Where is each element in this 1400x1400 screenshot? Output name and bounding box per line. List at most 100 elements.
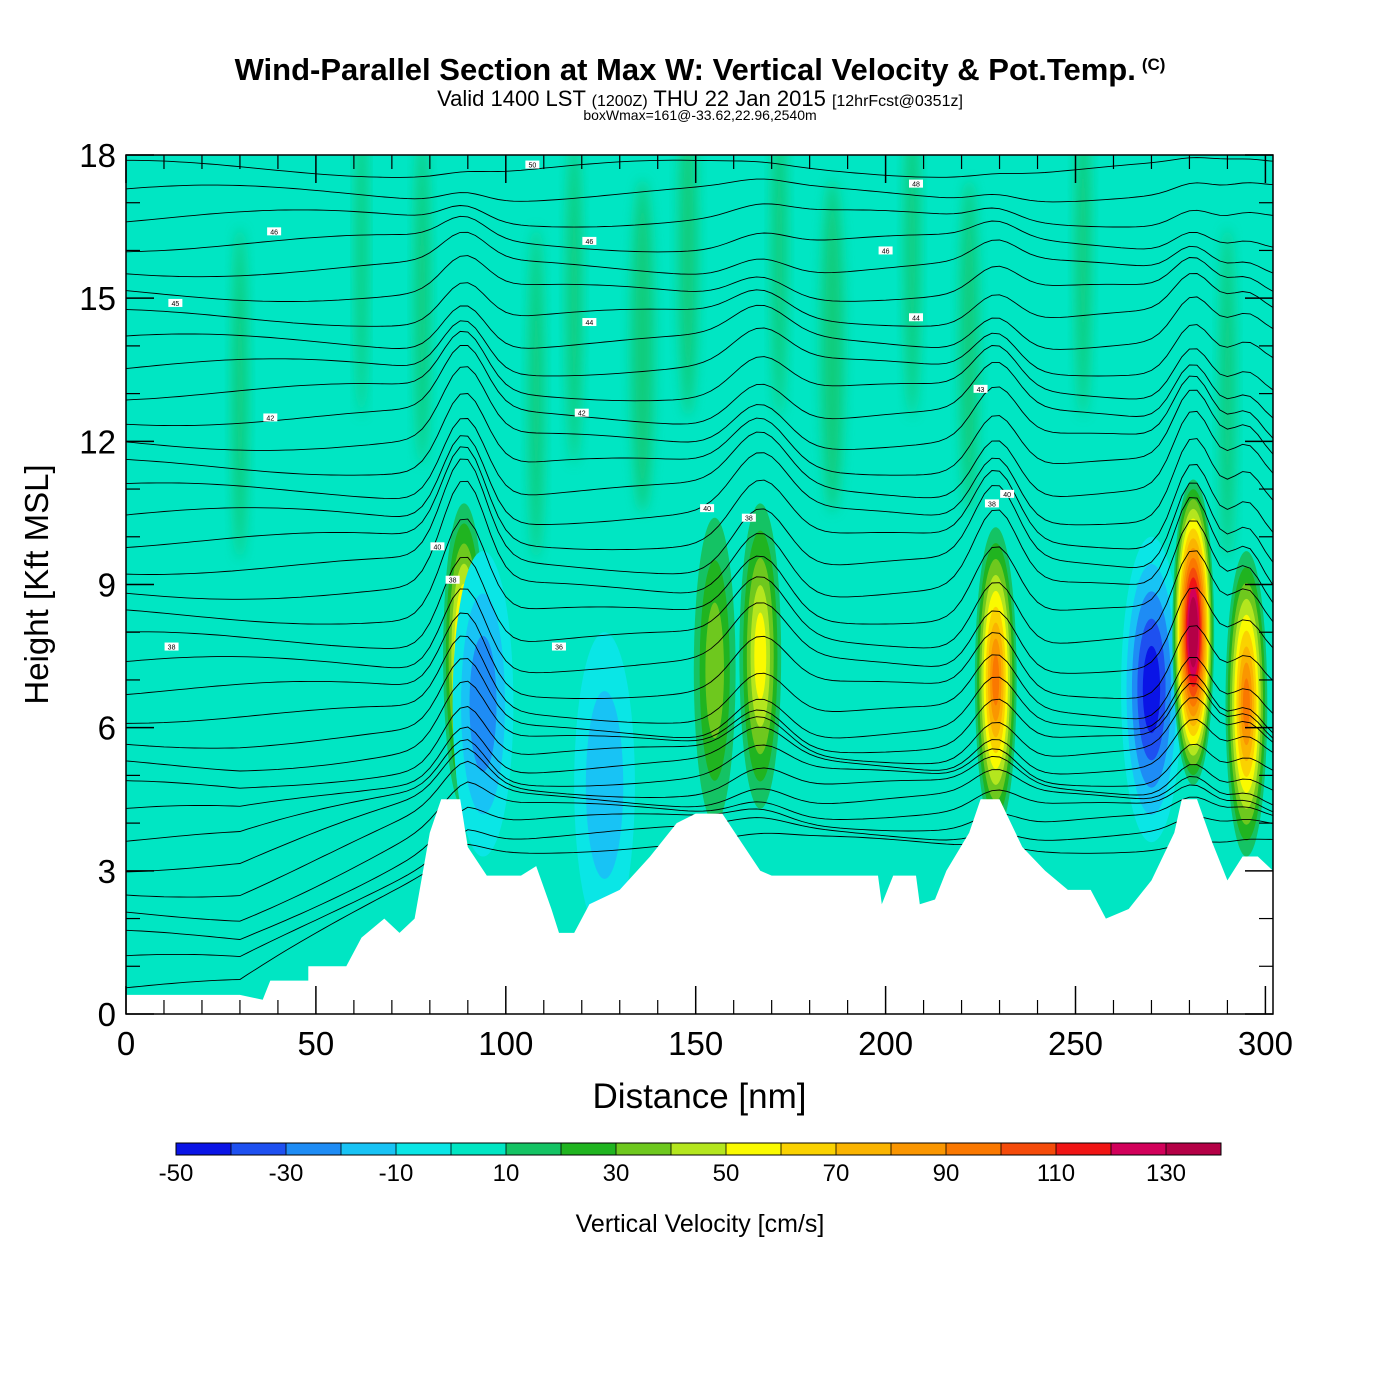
isentrope-label: 44 [585,320,593,327]
isentrope-line [126,344,1273,427]
isentrope-label: 38 [449,578,457,585]
isentrope-label: 50 [528,163,536,170]
isentrope-line [126,296,1273,350]
isentrope-line [126,550,1273,649]
w-anomaly-contour [754,612,767,700]
isentrope-label-bg [741,513,756,522]
isentrope-label: 40 [703,506,711,513]
isentrope-label-bg [445,575,460,584]
isentrope-label-bg [168,298,183,307]
colorbar-label: Vertical Velocity [cm/s] [576,1210,825,1238]
colorbar-swatch [616,1143,672,1155]
isentrope-line [126,320,1273,377]
colorbar-tick-label: 130 [1146,1160,1186,1187]
box-wmax-text: boxWmax=161@-33.62,22.96,2540m [583,107,817,123]
isentrope-label-bg [525,160,540,169]
isentrope-line [126,658,1273,749]
isentrope-label: 38 [745,516,753,523]
colorbar-tick-label: 10 [493,1160,520,1187]
isentrope-label: 46 [585,239,593,246]
colorbar-swatch [506,1143,562,1155]
isentrope-label: 48 [912,182,920,189]
w-streak [771,155,787,418]
colorbar-swatch [1001,1143,1057,1155]
x-axis-label: Distance [nm] [593,1077,807,1116]
colorbar-frame [175,1142,1222,1156]
isentrope-line [126,255,1273,302]
colorbar-tick-label: -50 [159,1160,194,1187]
x-tick-label: 50 [298,1025,335,1062]
isentrope-line [126,389,1273,476]
box-wmax-line: boxWmax=161@-33.62,22.96,2540m [0,107,1400,123]
w-anomaly-contour [992,654,1000,706]
colorbar-swatch [1111,1143,1167,1155]
w-streak [904,155,920,418]
y-tick-label: 3 [98,853,116,890]
y-tick-label: 15 [79,280,116,317]
isentrope-line [126,157,1273,178]
isentrope-label: 42 [578,411,586,418]
isentrope-label-bg [984,499,999,508]
w-streak [566,155,582,466]
colorbar-swatch [1056,1143,1112,1155]
y-tick-label: 6 [98,710,116,747]
isentrope-line [126,215,1273,253]
isentrope-label: 45 [171,301,179,308]
isentrope-label: 40 [434,544,442,551]
colorbar-swatch [396,1143,452,1155]
isentrope-line [126,231,1273,278]
colorbar-swatch [176,1143,232,1155]
isentrope-label: 38 [168,645,176,652]
w-streak [1075,155,1091,418]
colorbar-swatch [726,1143,782,1155]
w-streak [232,226,248,561]
w-streak [1219,226,1236,561]
w-anomaly-contour [705,602,724,739]
y-tick-label: 9 [98,567,116,604]
isentrope-line [126,781,1273,922]
colorbar-swatch [451,1143,507,1155]
colorbar-swatch [781,1143,837,1155]
w-streak [414,155,430,466]
isentrope-label-bg [164,642,179,651]
isentrope-line [126,203,1273,228]
colorbar-tick-label: 90 [933,1160,960,1187]
isentrope-label-bg [263,413,278,422]
y-axis-label: Height [Kft MSL] [18,464,55,704]
isentrope-line [126,612,1273,700]
valid-zulu: (1200Z) [591,93,648,110]
colorbar-swatch [231,1143,287,1155]
colorbar-tick-label: 30 [603,1160,630,1187]
colorbar-tick-label: 50 [713,1160,740,1187]
y-tick-label: 18 [79,137,116,174]
isentrope-label-bg [700,504,715,513]
w-streak [631,178,654,513]
w-anomaly-contour [469,635,497,772]
colorbar-swatch [286,1143,342,1155]
x-tick-label: 300 [1238,1025,1293,1062]
colorbar-swatch [946,1143,1002,1155]
x-tick-label: 150 [668,1025,723,1062]
isentrope-label: 42 [266,415,274,422]
isentrope-label: 36 [555,645,563,652]
isentrope-label-bg [908,179,923,188]
title-text: Wind-Parallel Section at Max W: Vertical… [234,52,1136,87]
isentrope-line [126,748,1273,873]
isentrope-line [126,435,1273,526]
w-streak [959,178,979,513]
isentrope-line [126,635,1273,724]
colorbar-tick-label: 110 [1037,1160,1075,1187]
isentrope-label-bg [582,236,597,245]
x-tick-label: 250 [1048,1025,1103,1062]
isentrope-line [126,480,1273,600]
colorbar-swatch [671,1143,727,1155]
isentrope-line [126,680,1273,772]
isentrope-line [126,718,1273,809]
w-anomaly-contour [1142,645,1161,734]
isentrope-label-bg [1000,489,1015,498]
w-anomaly-contour [1242,678,1250,730]
colorbar-swatch [836,1143,892,1155]
isentrope-label: 44 [912,315,920,322]
isentrope-line [126,587,1273,674]
isentrope-label: 46 [270,229,278,236]
